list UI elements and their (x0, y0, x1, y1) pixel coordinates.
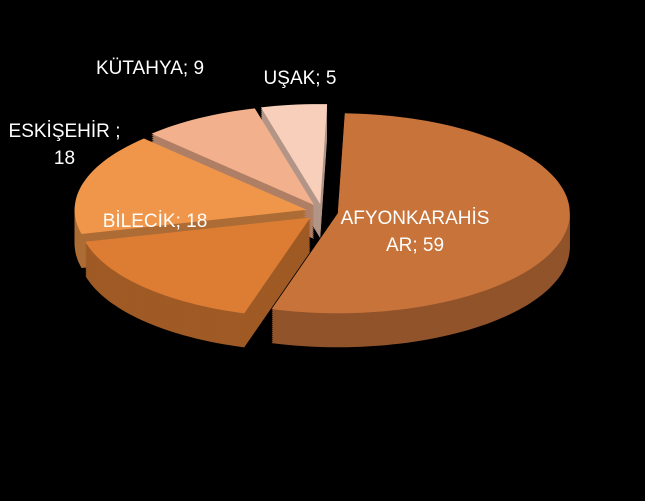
category-name: ESKİŞEHİR (8, 121, 110, 142)
value: 9 (193, 58, 205, 79)
data-label: ESKİŞEHİR ; 18 (2, 118, 127, 172)
slice (151, 108, 315, 205)
separator: ; (182, 58, 189, 79)
slice (74, 138, 307, 234)
slice (85, 217, 311, 314)
slice (260, 104, 328, 205)
value: 59 (422, 235, 445, 256)
slice (271, 113, 570, 314)
category-name: UŞAK (263, 68, 316, 89)
value: 18 (186, 211, 208, 232)
category-name: BİLECİK (102, 211, 176, 232)
data-label: AFYONKARAHİSAR; 59 (340, 205, 490, 259)
value: 5 (325, 68, 337, 89)
category-name: AFYONKARAHİSAR (340, 208, 490, 256)
category-name: KÜTAHYA (95, 58, 183, 79)
value: 18 (53, 148, 76, 169)
data-label: BİLECİK; 18 (100, 208, 210, 235)
separator: ; (115, 121, 121, 142)
separator: ; (412, 235, 418, 256)
separator: ; (175, 211, 181, 232)
data-label: KÜTAHYA; 9 (90, 55, 210, 82)
data-label: UŞAK; 5 (245, 65, 355, 92)
separator: ; (315, 68, 321, 89)
